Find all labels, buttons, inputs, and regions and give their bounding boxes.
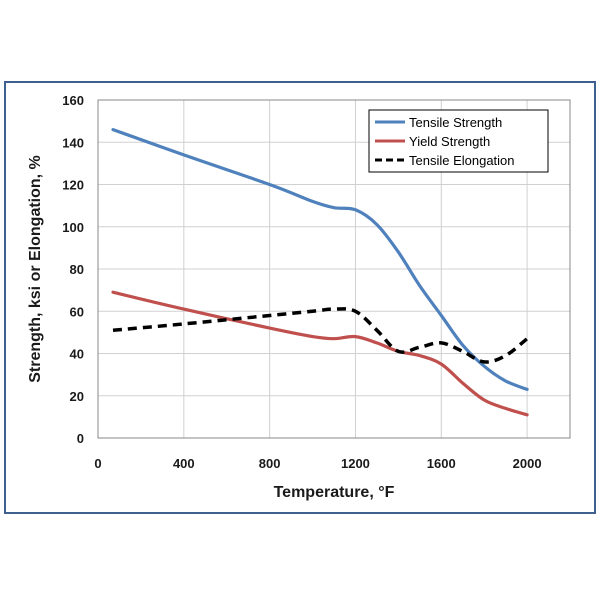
series-lines bbox=[111, 128, 529, 417]
y-tick-label: 80 bbox=[70, 262, 84, 277]
yield-strength-line bbox=[111, 290, 529, 417]
x-tick-label: 0 bbox=[94, 456, 101, 471]
y-tick-label: 60 bbox=[70, 304, 84, 319]
y-tick-label: 120 bbox=[62, 178, 84, 193]
y-tick-label: 160 bbox=[62, 93, 84, 108]
tick-labels: 0 400 800 1200 1600 2000 0 20 40 60 80 100 120 140 160 bbox=[62, 93, 541, 471]
tensile-strength-line bbox=[111, 128, 529, 391]
x-tick-label: 1600 bbox=[427, 456, 456, 471]
x-tick-label: 400 bbox=[173, 456, 195, 471]
y-tick-label: 20 bbox=[70, 389, 84, 404]
plot-border bbox=[97, 99, 571, 439]
legend-label: Tensile Strength bbox=[409, 115, 502, 130]
y-tick-label: 140 bbox=[62, 135, 84, 150]
legend-label: Tensile Elongation bbox=[409, 153, 515, 168]
tensile-elongation-line bbox=[112, 307, 529, 364]
y-axis-title: Strength, ksi or Elongation, % bbox=[27, 155, 44, 383]
x-tick-label: 1200 bbox=[341, 456, 370, 471]
grid-lines bbox=[98, 100, 570, 438]
x-tick-label: 800 bbox=[259, 456, 281, 471]
legend: Tensile Strength Yield Strength Tensile El… bbox=[368, 109, 549, 173]
y-tick-label: 100 bbox=[62, 220, 84, 235]
y-tick-label: 0 bbox=[77, 431, 84, 446]
legend-label: Yield Strength bbox=[409, 134, 490, 149]
x-axis-title: Temperature, °F bbox=[274, 484, 395, 501]
y-tick-label: 40 bbox=[70, 347, 84, 362]
x-tick-label: 2000 bbox=[513, 456, 542, 471]
